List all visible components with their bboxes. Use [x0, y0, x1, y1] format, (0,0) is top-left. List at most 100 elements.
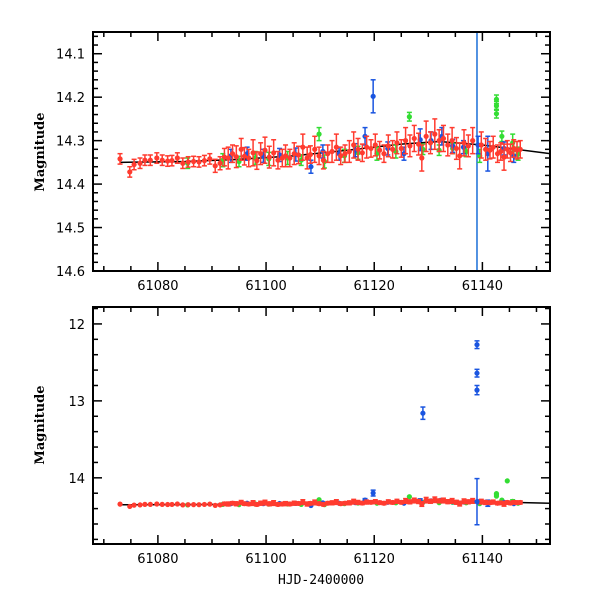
top-green-point — [504, 25, 510, 33]
data-marker — [487, 147, 493, 153]
data-marker — [137, 160, 143, 166]
data-marker — [217, 502, 223, 508]
bottom-red-point — [246, 501, 252, 507]
data-marker — [165, 158, 171, 164]
data-marker — [117, 501, 123, 507]
top-green-point — [499, 130, 505, 143]
top-red-point — [316, 146, 322, 166]
bottom-red-point — [137, 502, 143, 508]
top-green-point — [493, 108, 500, 119]
top-red-point — [196, 155, 202, 168]
data-marker — [490, 144, 496, 150]
data-marker — [207, 501, 213, 507]
top-y-tick-label: 14.3 — [56, 135, 85, 150]
data-marker — [370, 490, 376, 496]
top-green-point — [493, 94, 500, 105]
bottom-red-point — [271, 500, 277, 507]
data-marker — [474, 370, 480, 376]
bottom-red-point — [423, 496, 429, 504]
bottom-y-tick-label: 14 — [68, 472, 85, 487]
data-marker — [359, 500, 365, 506]
data-marker — [312, 499, 318, 506]
data-marker — [505, 25, 510, 30]
data-marker — [217, 160, 223, 166]
top-panel-data — [117, 25, 550, 271]
data-marker — [381, 500, 387, 506]
data-marker — [127, 169, 133, 175]
top-red-point — [398, 139, 404, 158]
bottom-red-point — [325, 500, 331, 506]
bottom-red-point — [262, 499, 268, 506]
top-red-point — [287, 148, 293, 168]
top-red-point — [307, 145, 314, 164]
data-marker — [407, 499, 413, 505]
top-red-point — [333, 133, 339, 161]
data-marker — [377, 500, 383, 506]
data-marker — [364, 499, 370, 505]
top-red-point — [368, 139, 374, 158]
bottom-red-point — [427, 498, 434, 504]
top-red-point — [127, 165, 133, 178]
data-marker — [398, 145, 404, 152]
data-marker — [478, 142, 484, 148]
data-marker — [258, 500, 264, 506]
top-red-point — [241, 146, 248, 166]
bottom-red-point — [201, 501, 208, 508]
data-marker — [398, 499, 404, 505]
data-marker — [470, 138, 476, 144]
top-red-point — [142, 154, 148, 167]
top-red-point — [490, 135, 496, 159]
top-red-point — [390, 139, 396, 159]
data-marker — [159, 501, 165, 507]
data-marker — [291, 500, 297, 506]
bottom-x-tick-label: 61100 — [245, 552, 286, 567]
data-marker — [190, 158, 197, 165]
data-marker — [436, 138, 442, 144]
data-marker — [320, 501, 326, 507]
data-marker — [342, 151, 348, 157]
bottom-red-point — [180, 502, 186, 508]
data-marker — [241, 501, 248, 507]
data-marker — [372, 499, 378, 505]
top-red-point — [504, 139, 510, 159]
bottom-red-point — [117, 501, 123, 507]
data-marker — [432, 131, 438, 137]
top-red-point — [325, 144, 331, 164]
data-marker — [474, 499, 480, 505]
data-marker — [501, 154, 507, 160]
data-marker — [355, 146, 361, 152]
bottom-red-point — [190, 502, 197, 508]
data-marker — [490, 499, 496, 505]
top-red-point — [291, 142, 297, 166]
data-marker — [246, 155, 252, 161]
data-marker — [351, 499, 357, 505]
data-marker — [329, 148, 335, 155]
data-marker — [262, 500, 268, 506]
bottom-red-point — [470, 497, 476, 504]
data-marker — [329, 500, 335, 506]
bottom-red-point — [385, 499, 391, 505]
bottom-red-point — [483, 499, 489, 506]
bottom-green-point — [316, 497, 322, 503]
data-marker — [304, 155, 310, 161]
top-panel: 61080 61100 61120 61140 14.1 14.2 14.3 14.4 14.5… — [33, 25, 551, 294]
data-marker — [457, 153, 463, 159]
top-red-point — [338, 146, 344, 166]
data-marker — [483, 146, 489, 152]
data-marker — [346, 148, 352, 155]
data-marker — [250, 150, 256, 156]
bottom-red-point — [196, 502, 202, 508]
data-marker — [271, 150, 277, 156]
top-red-point — [320, 150, 326, 170]
data-marker — [282, 153, 289, 159]
data-marker — [415, 141, 422, 147]
data-marker — [316, 153, 322, 159]
bottom-red-point — [342, 500, 348, 506]
top-red-point — [461, 129, 467, 157]
bottom-red-point — [312, 499, 318, 506]
data-marker — [295, 500, 302, 507]
bottom-red-point — [355, 499, 361, 506]
top-red-point — [432, 118, 438, 151]
bottom-red-point — [147, 501, 153, 507]
data-marker — [427, 498, 434, 504]
